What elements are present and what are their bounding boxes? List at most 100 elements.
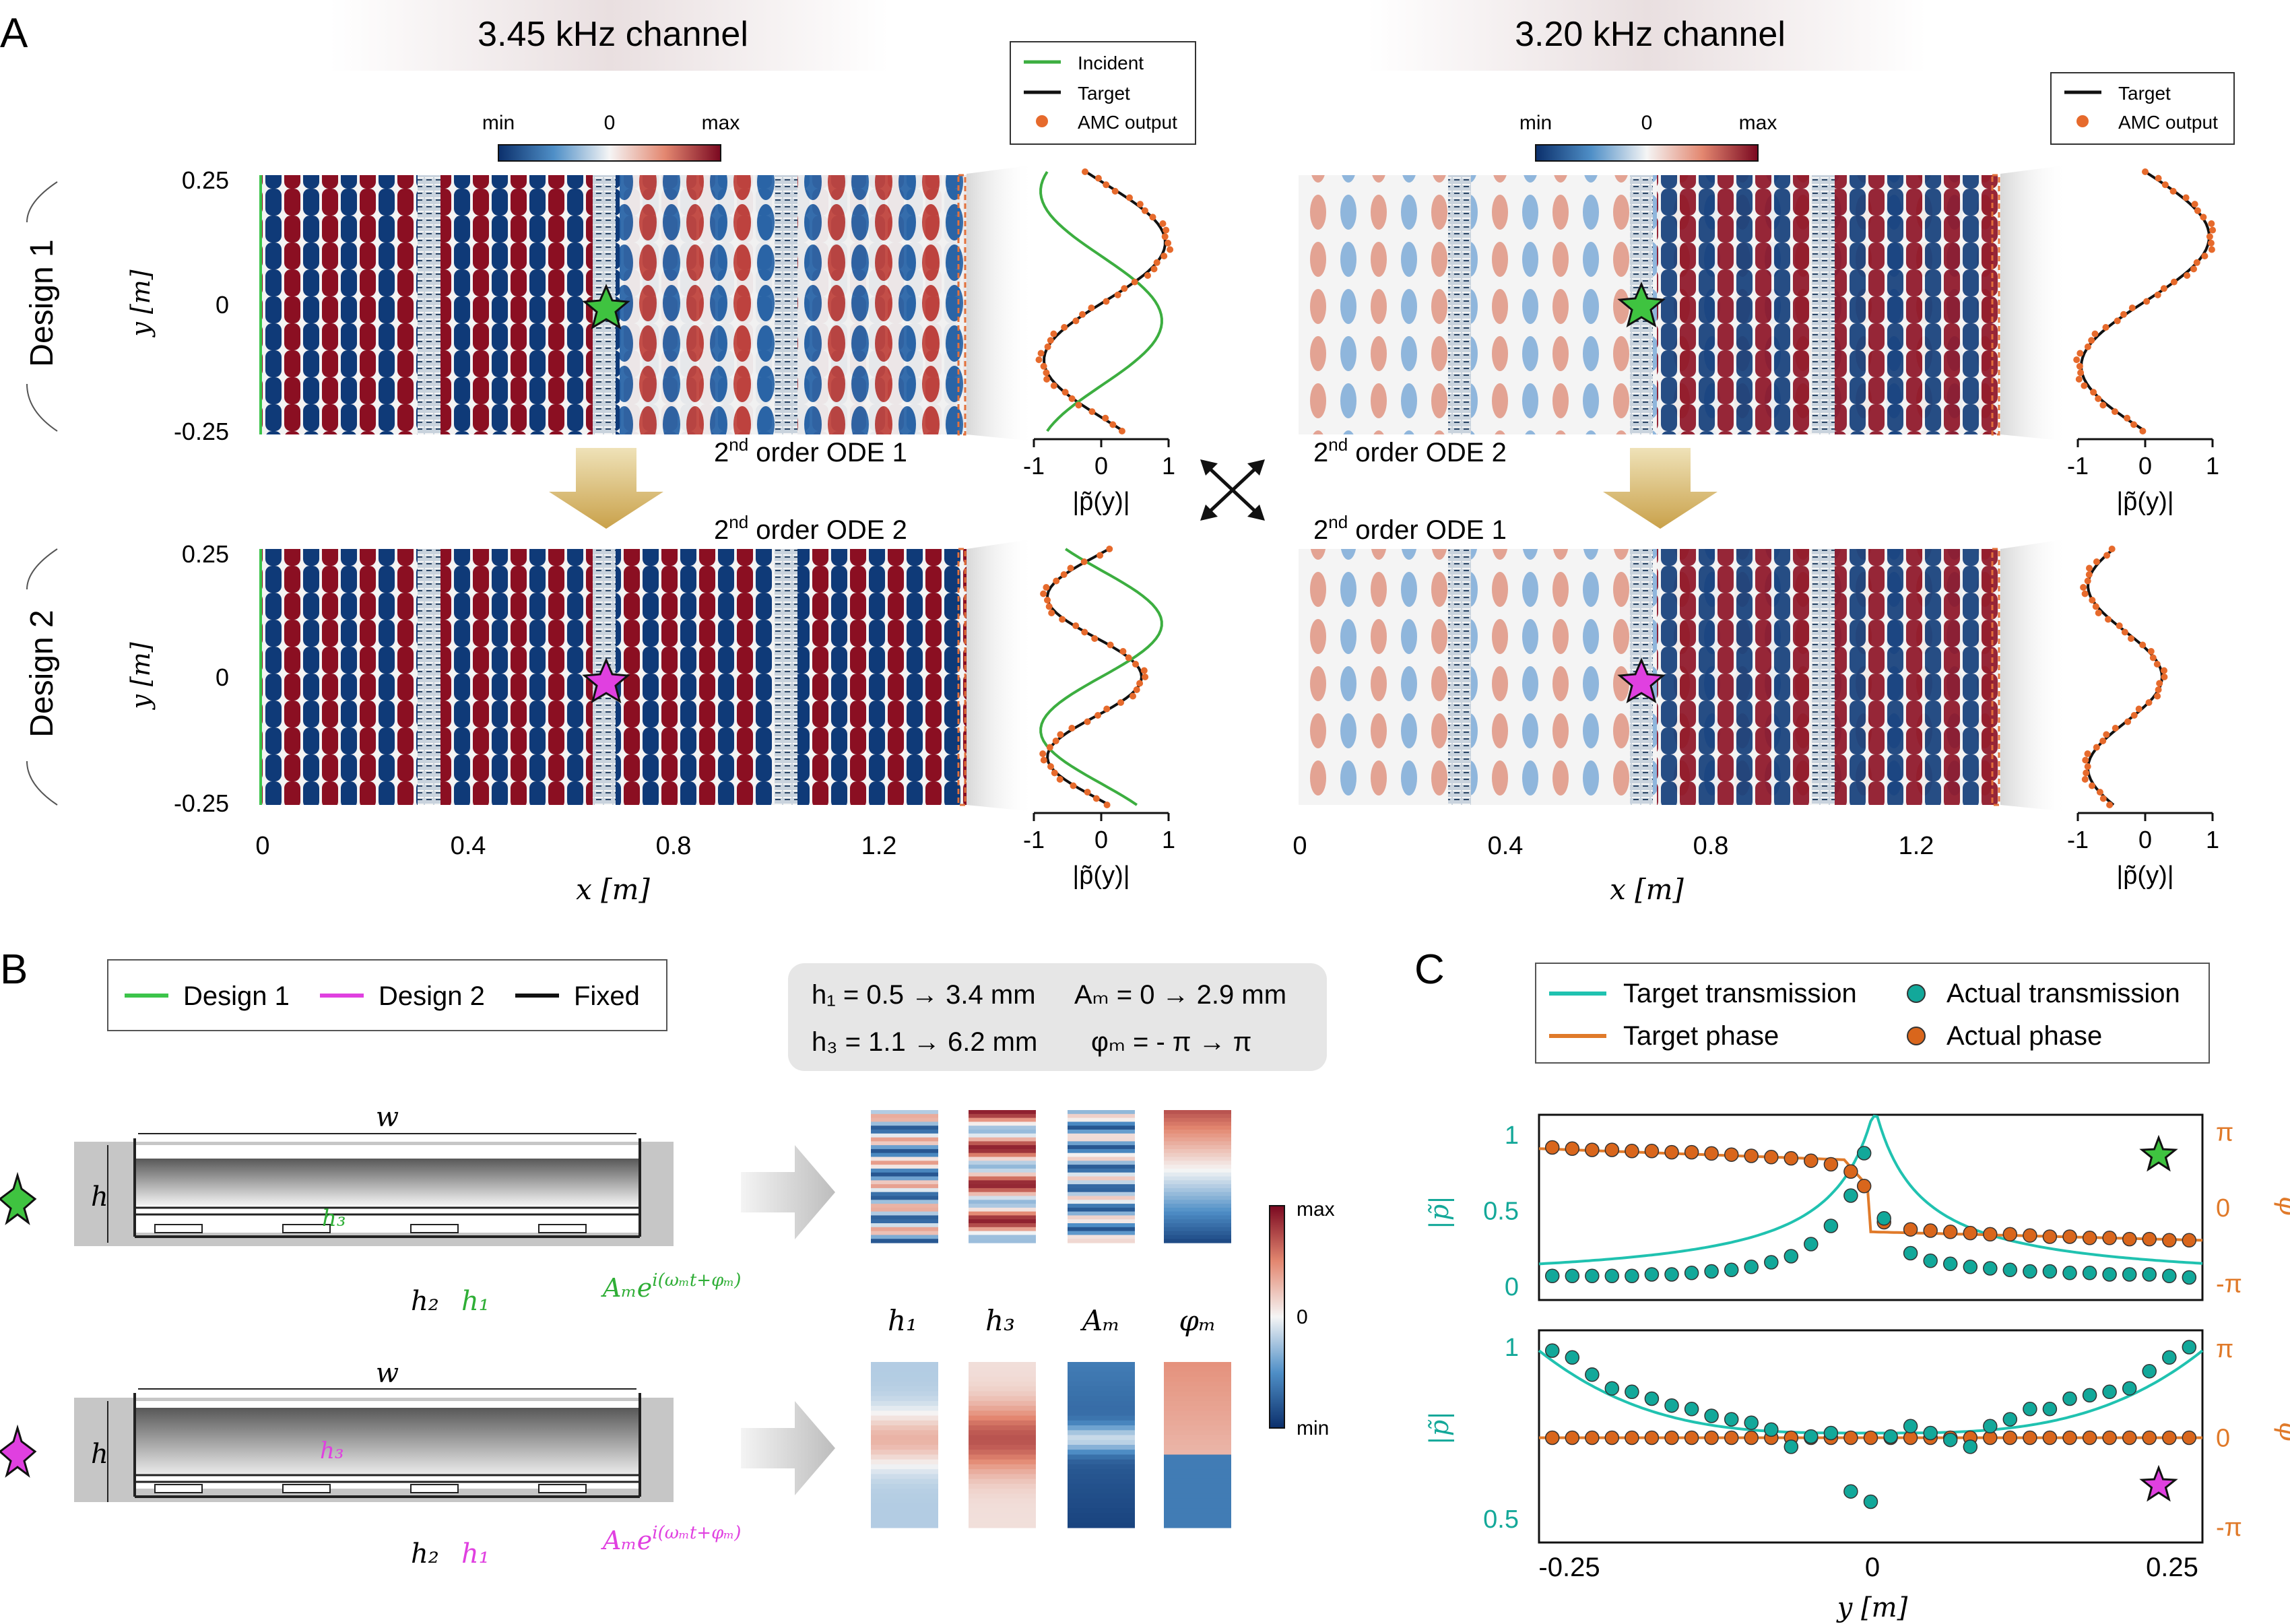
strip-cell: [1068, 1219, 1135, 1224]
strip-cell: [1068, 1130, 1135, 1134]
strip-cell: [1164, 1513, 1231, 1519]
design2-label: Design 2: [24, 548, 60, 806]
amc-output-point: [1079, 311, 1086, 318]
strip-cell: [871, 1420, 938, 1426]
amc-output-point: [2155, 174, 2162, 182]
strip-cell: [1164, 1219, 1231, 1224]
strip-cell: [871, 1400, 938, 1406]
strip-cell: [969, 1493, 1036, 1499]
actual-transmission-point: [1784, 1249, 1799, 1264]
actual-transmission-point: [1625, 1268, 1639, 1284]
amc-output-point: [1037, 350, 1045, 357]
svg-text:φₘ: φₘ: [1179, 1304, 1216, 1337]
profile-tick-label: 0: [1094, 826, 1108, 853]
strip-cell: [1068, 1200, 1135, 1204]
tick-label: 1: [1505, 1334, 1519, 1362]
actual-phase-point: [1963, 1225, 1978, 1241]
star-icon-green: [1617, 282, 1666, 328]
amc-output-point: [2099, 795, 2107, 802]
strip-cell: [969, 1152, 1036, 1158]
actual-transmission-point: [1565, 1350, 1580, 1365]
zoom-wedge: [2000, 165, 2068, 441]
strip-cell: [969, 1410, 1036, 1417]
amc-output-point: [2083, 769, 2090, 777]
amc-output-point: [2112, 408, 2118, 416]
strip-cell: [871, 1184, 938, 1189]
amc-output-point: [2081, 590, 2089, 597]
strip-cell: [1068, 1192, 1135, 1197]
amc-output-point: [2093, 744, 2100, 751]
actual-transmission-point: [1744, 1415, 1759, 1430]
amc-output-point: [1043, 376, 1051, 383]
strip-cell: [1164, 1168, 1231, 1173]
actual-transmission-point: [1823, 1425, 1839, 1441]
strip-cell: [1068, 1367, 1135, 1372]
svg-text:0.25: 0.25: [2146, 1553, 2198, 1582]
svg-text:h₁: h₁: [461, 1538, 490, 1569]
strip-cell: [1068, 1479, 1135, 1485]
strip-cell: [1164, 1157, 1231, 1161]
actual-phase-point: [2162, 1233, 2177, 1248]
amc-output-point: [2160, 285, 2167, 292]
amc-output-point: [1039, 750, 1047, 757]
amc-output-point: [2207, 239, 2215, 247]
strip-cell: [871, 1430, 938, 1436]
strip-cell: [1068, 1137, 1135, 1142]
svg-text:1.2: 1.2: [1899, 832, 1934, 860]
tick-label: 0: [1505, 1273, 1519, 1301]
strip-cell: [871, 1231, 938, 1235]
amc-output-point: [1061, 389, 1069, 396]
amc-output-point: [2143, 298, 2151, 305]
structure-diagram-design1: w h h₃ h₂ h₁ Aₘei(ωₘt+φₘ): [0, 1102, 741, 1317]
svg-text:max: max: [1739, 112, 1777, 134]
strip-cell: [969, 1239, 1036, 1243]
svg-text:0.4: 0.4: [451, 832, 486, 860]
profile-plots: -1 0 1 |p̃(y)| -1 0 1 |p̃(y)| -1 0 1 |p̃(y)| -1 0 1 |p̃…: [1023, 168, 2219, 890]
strip-cell: [1068, 1454, 1135, 1460]
profile-tick-label: 1: [2206, 452, 2219, 480]
strip-cell: [1068, 1110, 1135, 1115]
amc-output-point: [2112, 725, 2119, 732]
amc-output-point: [1119, 648, 1127, 655]
actual-phase-point: [1983, 1227, 1998, 1242]
svg-text:Actual phase: Actual phase: [1947, 1021, 2102, 1051]
amc-output-point: [1117, 699, 1124, 706]
actual-phase-point: [1544, 1140, 1560, 1155]
strip-cell: [969, 1400, 1036, 1406]
actual-transmission-point: [1565, 1268, 1580, 1284]
strip-cell: [871, 1489, 938, 1494]
strip-cell: [969, 1454, 1036, 1460]
svg-text:0: 0: [1641, 112, 1653, 134]
panel-label-a: A: [0, 10, 28, 57]
tick-label: 0.5: [1483, 1505, 1519, 1534]
actual-transmission-point: [1804, 1429, 1819, 1444]
legend-a-right: Target AMC output: [2050, 72, 2235, 145]
actual-transmission-point: [1942, 1256, 1958, 1272]
strip-cell: [871, 1239, 938, 1243]
strip-cell: [1164, 1152, 1231, 1158]
amc-output-point: [1075, 401, 1082, 409]
svg-text:-0.25: -0.25: [174, 789, 229, 817]
actual-phase-point: [1784, 1150, 1799, 1166]
amc-output-point: [1121, 285, 1128, 292]
actual-transmission-point: [1983, 1261, 1998, 1276]
actual-transmission-point: [1843, 1484, 1858, 1499]
strip-cell: [969, 1464, 1036, 1470]
profile-tick-label: 0: [2138, 826, 2152, 853]
amc-output-point: [1103, 298, 1110, 305]
strip-cell: [969, 1196, 1036, 1200]
strip-cell: [871, 1148, 938, 1154]
strip-cell: [871, 1503, 938, 1509]
strip-cell: [969, 1117, 1036, 1122]
amc-output-point: [1088, 304, 1095, 312]
legend-a-left: Incident Target AMC output: [1010, 41, 1196, 145]
strip-cell: [1164, 1508, 1231, 1514]
colorbar-b: max 0 min: [1269, 1198, 1335, 1439]
strip-cell: [969, 1425, 1036, 1431]
svg-text:max: max: [1297, 1198, 1335, 1221]
amc-output-point: [2208, 220, 2215, 227]
strip-cell: [1068, 1227, 1135, 1232]
amc-output-point: [2106, 802, 2114, 808]
amc-output-point: [2161, 667, 2167, 674]
actual-transmission-point: [1604, 1268, 1620, 1284]
